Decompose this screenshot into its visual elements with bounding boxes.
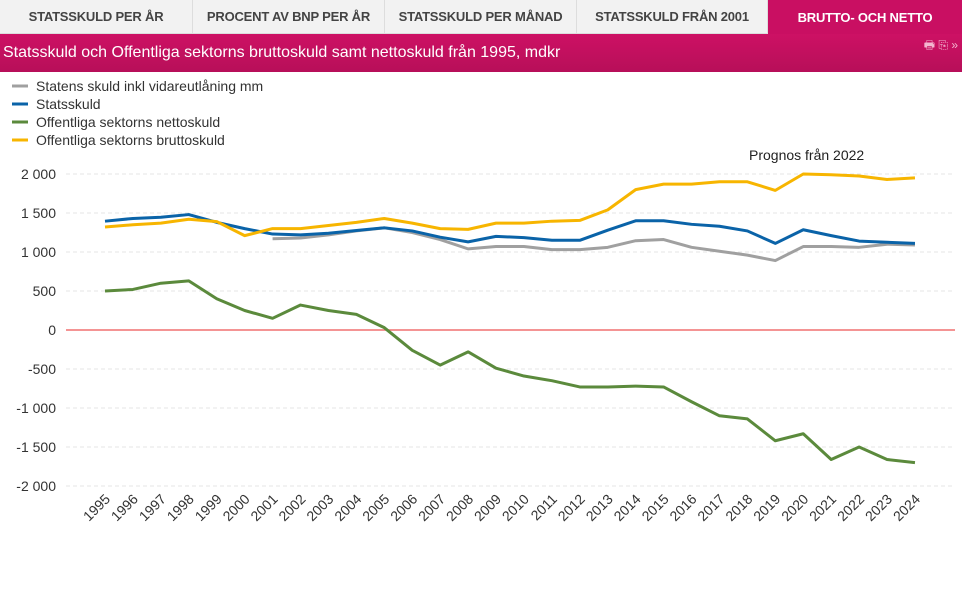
- chart-header: Statsskuld och Offentliga sektorns brutt…: [0, 34, 962, 72]
- legend-item[interactable]: Offentliga sektorns bruttoskuld: [36, 132, 225, 148]
- x-tick-label: 2005: [359, 491, 392, 524]
- print-icon[interactable]: 🖶: [923, 38, 936, 52]
- x-tick-label: 2012: [555, 491, 588, 524]
- x-tick-label: 2013: [583, 491, 616, 524]
- tab-procent-av-bnp[interactable]: PROCENT AV BNP PER ÅR: [193, 0, 385, 34]
- legend-item[interactable]: Offentliga sektorns nettoskuld: [36, 114, 220, 130]
- x-tick-label: 2000: [219, 491, 252, 524]
- x-tick-label: 2011: [527, 491, 560, 524]
- x-tick-label: 2018: [722, 491, 755, 524]
- more-icon[interactable]: »: [951, 38, 958, 52]
- x-tick-label: 1999: [191, 491, 224, 524]
- legend-item[interactable]: Statens skuld inkl vidareutlåning mm: [36, 78, 263, 94]
- x-tick-label: 2024: [890, 491, 923, 524]
- x-tick-label: 2014: [610, 491, 643, 524]
- x-tick-label: 2006: [387, 491, 420, 524]
- series-line: [104, 172, 916, 238]
- x-tick-label: 1995: [80, 491, 113, 524]
- x-tick-label: 2009: [471, 491, 504, 524]
- y-tick-label: 2 000: [21, 166, 56, 182]
- tab-statsskuld-fran-2001[interactable]: STATSSKULD FRÅN 2001: [577, 0, 768, 34]
- y-tick-label: 1 500: [21, 205, 56, 221]
- y-tick-label: -500: [28, 361, 56, 377]
- x-tick-label: 2002: [275, 491, 308, 524]
- tab-brutto-och-netto[interactable]: BRUTTO- OCH NETTO: [768, 0, 962, 34]
- series-line: [104, 279, 916, 465]
- export-icon[interactable]: ⎘: [938, 38, 948, 52]
- chart-title: Statsskuld och Offentliga sektorns brutt…: [3, 44, 561, 61]
- x-tick-label: 2017: [694, 491, 727, 524]
- x-tick-label: 2008: [443, 491, 476, 524]
- x-tick-label: 2023: [862, 491, 895, 524]
- tab-statsskuld-per-manad[interactable]: STATSSKULD PER MÅNAD: [385, 0, 577, 34]
- x-tick-label: 2001: [247, 491, 280, 524]
- x-tick-label: 1997: [136, 491, 169, 524]
- x-tick-label: 2007: [415, 491, 448, 524]
- y-tick-label: -1 000: [16, 400, 56, 416]
- x-tick-label: 2016: [666, 491, 699, 524]
- tab-statsskuld-per-ar[interactable]: STATSSKULD PER ÅR: [0, 0, 193, 34]
- x-tick-label: 2004: [331, 491, 364, 524]
- y-tick-label: -1 500: [16, 439, 56, 455]
- x-tick-label: 1996: [108, 491, 141, 524]
- y-tick-label: 1 000: [21, 244, 56, 260]
- y-tick-label: 500: [33, 283, 57, 299]
- line-chart: 2 000 1 500 1 000 500 0 -500 -1 000 -1 500 -2 00…: [12, 78, 955, 524]
- x-tick-label: 2003: [303, 491, 336, 524]
- y-tick-label: -2 000: [16, 478, 56, 494]
- y-tick-label: 0: [48, 322, 56, 338]
- series-line: [104, 213, 916, 245]
- x-tick-label: 1998: [164, 491, 197, 524]
- x-tick-label: 2019: [750, 491, 783, 524]
- x-tick-label: 2020: [778, 491, 811, 524]
- x-tick-label: 2021: [806, 491, 839, 524]
- x-tick-label: 2010: [499, 491, 532, 524]
- x-tick-label: 2022: [834, 491, 867, 524]
- tab-bar: STATSSKULD PER ÅR PROCENT AV BNP PER ÅR …: [0, 0, 962, 34]
- forecast-annotation: Prognos från 2022: [749, 147, 864, 163]
- x-tick-label: 2015: [638, 491, 671, 524]
- legend-item[interactable]: Statsskuld: [36, 96, 101, 112]
